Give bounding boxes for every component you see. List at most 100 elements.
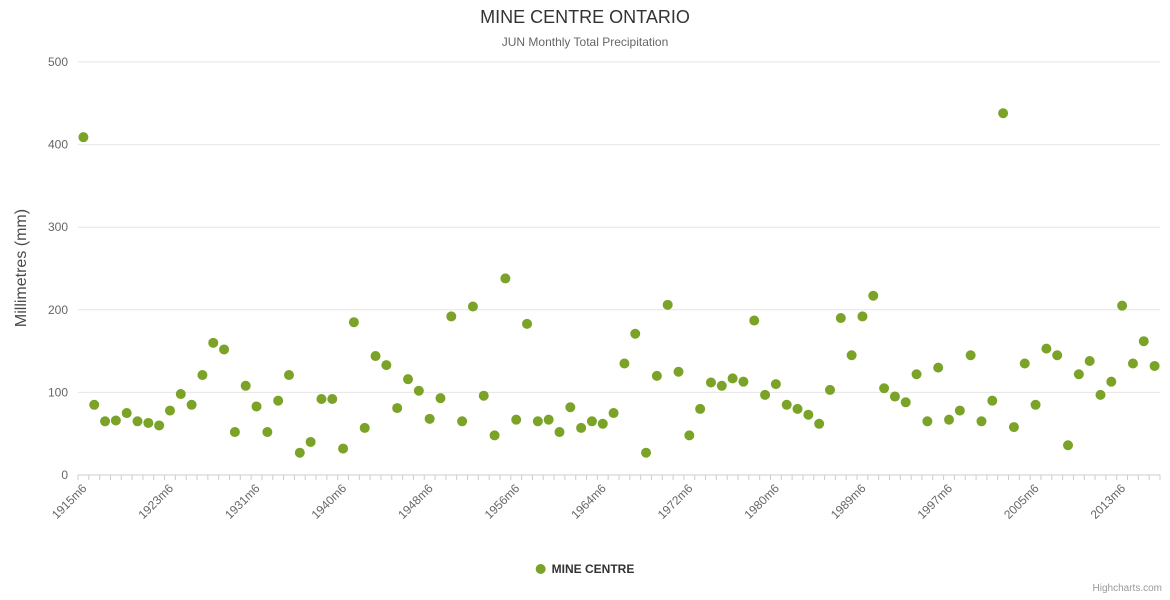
- data-point[interactable]: [1149, 360, 1160, 371]
- data-point[interactable]: [446, 311, 457, 322]
- data-point[interactable]: [976, 416, 987, 427]
- data-point[interactable]: [835, 313, 846, 324]
- data-point[interactable]: [770, 379, 781, 390]
- data-point[interactable]: [1041, 343, 1052, 354]
- data-point[interactable]: [954, 405, 965, 416]
- data-point[interactable]: [792, 403, 803, 414]
- data-point[interactable]: [987, 395, 998, 406]
- data-point[interactable]: [110, 415, 121, 426]
- data-point[interactable]: [392, 403, 403, 414]
- data-point[interactable]: [1127, 358, 1138, 369]
- data-point[interactable]: [889, 391, 900, 402]
- data-point[interactable]: [1063, 440, 1074, 451]
- data-point[interactable]: [283, 370, 294, 381]
- data-point[interactable]: [846, 350, 857, 361]
- data-point[interactable]: [727, 373, 738, 384]
- data-point[interactable]: [403, 374, 414, 385]
- data-point[interactable]: [900, 397, 911, 408]
- data-point[interactable]: [781, 399, 792, 410]
- data-point[interactable]: [381, 360, 392, 371]
- data-point[interactable]: [316, 394, 327, 405]
- data-point[interactable]: [944, 414, 955, 425]
- data-point[interactable]: [760, 389, 771, 400]
- data-point[interactable]: [879, 383, 890, 394]
- data-point[interactable]: [219, 344, 230, 355]
- data-point[interactable]: [749, 315, 760, 326]
- data-point[interactable]: [413, 385, 424, 396]
- data-point[interactable]: [424, 413, 435, 424]
- data-point[interactable]: [89, 399, 100, 410]
- data-point[interactable]: [1030, 399, 1041, 410]
- data-point[interactable]: [251, 401, 262, 412]
- data-point[interactable]: [1008, 422, 1019, 433]
- data-point[interactable]: [651, 370, 662, 381]
- data-point[interactable]: [662, 299, 673, 310]
- data-point[interactable]: [673, 366, 684, 377]
- data-point[interactable]: [868, 290, 879, 301]
- data-point[interactable]: [262, 427, 273, 438]
- data-point[interactable]: [586, 416, 597, 427]
- data-point[interactable]: [100, 416, 111, 427]
- data-point[interactable]: [933, 362, 944, 373]
- data-point[interactable]: [305, 436, 316, 447]
- data-point[interactable]: [630, 328, 641, 339]
- data-point[interactable]: [197, 370, 208, 381]
- data-point[interactable]: [608, 408, 619, 419]
- data-point[interactable]: [143, 417, 154, 428]
- data-point[interactable]: [716, 380, 727, 391]
- highcharts-credits-link[interactable]: Highcharts.com: [1092, 583, 1162, 594]
- data-point[interactable]: [684, 430, 695, 441]
- data-point[interactable]: [1138, 336, 1149, 347]
- data-point[interactable]: [576, 422, 587, 433]
- data-point[interactable]: [597, 418, 608, 429]
- data-point[interactable]: [164, 405, 175, 416]
- data-point[interactable]: [641, 447, 652, 458]
- data-point[interactable]: [522, 318, 533, 329]
- data-point[interactable]: [175, 389, 186, 400]
- legend-item[interactable]: MINE CENTRE: [535, 562, 634, 576]
- data-point[interactable]: [435, 393, 446, 404]
- data-point[interactable]: [489, 430, 500, 441]
- data-point[interactable]: [457, 416, 468, 427]
- data-point[interactable]: [1084, 356, 1095, 367]
- data-point[interactable]: [1095, 389, 1106, 400]
- data-point[interactable]: [78, 132, 89, 143]
- data-point[interactable]: [619, 358, 630, 369]
- data-point[interactable]: [273, 395, 284, 406]
- data-point[interactable]: [186, 399, 197, 410]
- data-point[interactable]: [543, 414, 554, 425]
- data-point[interactable]: [359, 422, 370, 433]
- data-point[interactable]: [922, 416, 933, 427]
- data-point[interactable]: [824, 384, 835, 395]
- data-point[interactable]: [911, 369, 922, 380]
- data-point[interactable]: [803, 409, 814, 420]
- data-point[interactable]: [695, 403, 706, 414]
- data-point[interactable]: [132, 416, 143, 427]
- data-point[interactable]: [814, 418, 825, 429]
- data-point[interactable]: [1052, 350, 1063, 361]
- data-point[interactable]: [208, 337, 219, 348]
- data-point[interactable]: [965, 350, 976, 361]
- data-point[interactable]: [478, 390, 489, 401]
- data-point[interactable]: [294, 447, 305, 458]
- data-point[interactable]: [348, 317, 359, 328]
- data-point[interactable]: [500, 273, 511, 284]
- data-point[interactable]: [705, 377, 716, 388]
- data-point[interactable]: [1073, 369, 1084, 380]
- data-point[interactable]: [1019, 358, 1030, 369]
- data-point[interactable]: [738, 376, 749, 387]
- data-point[interactable]: [154, 420, 165, 431]
- data-point[interactable]: [565, 402, 576, 413]
- data-point[interactable]: [467, 301, 478, 312]
- data-point[interactable]: [229, 427, 240, 438]
- data-point[interactable]: [240, 380, 251, 391]
- data-point[interactable]: [532, 416, 543, 427]
- data-point[interactable]: [1117, 300, 1128, 311]
- data-point[interactable]: [121, 408, 132, 419]
- data-point[interactable]: [338, 443, 349, 454]
- data-point[interactable]: [998, 108, 1009, 119]
- data-point[interactable]: [327, 394, 338, 405]
- data-point[interactable]: [370, 351, 381, 362]
- data-point[interactable]: [857, 311, 868, 322]
- data-point[interactable]: [511, 414, 522, 425]
